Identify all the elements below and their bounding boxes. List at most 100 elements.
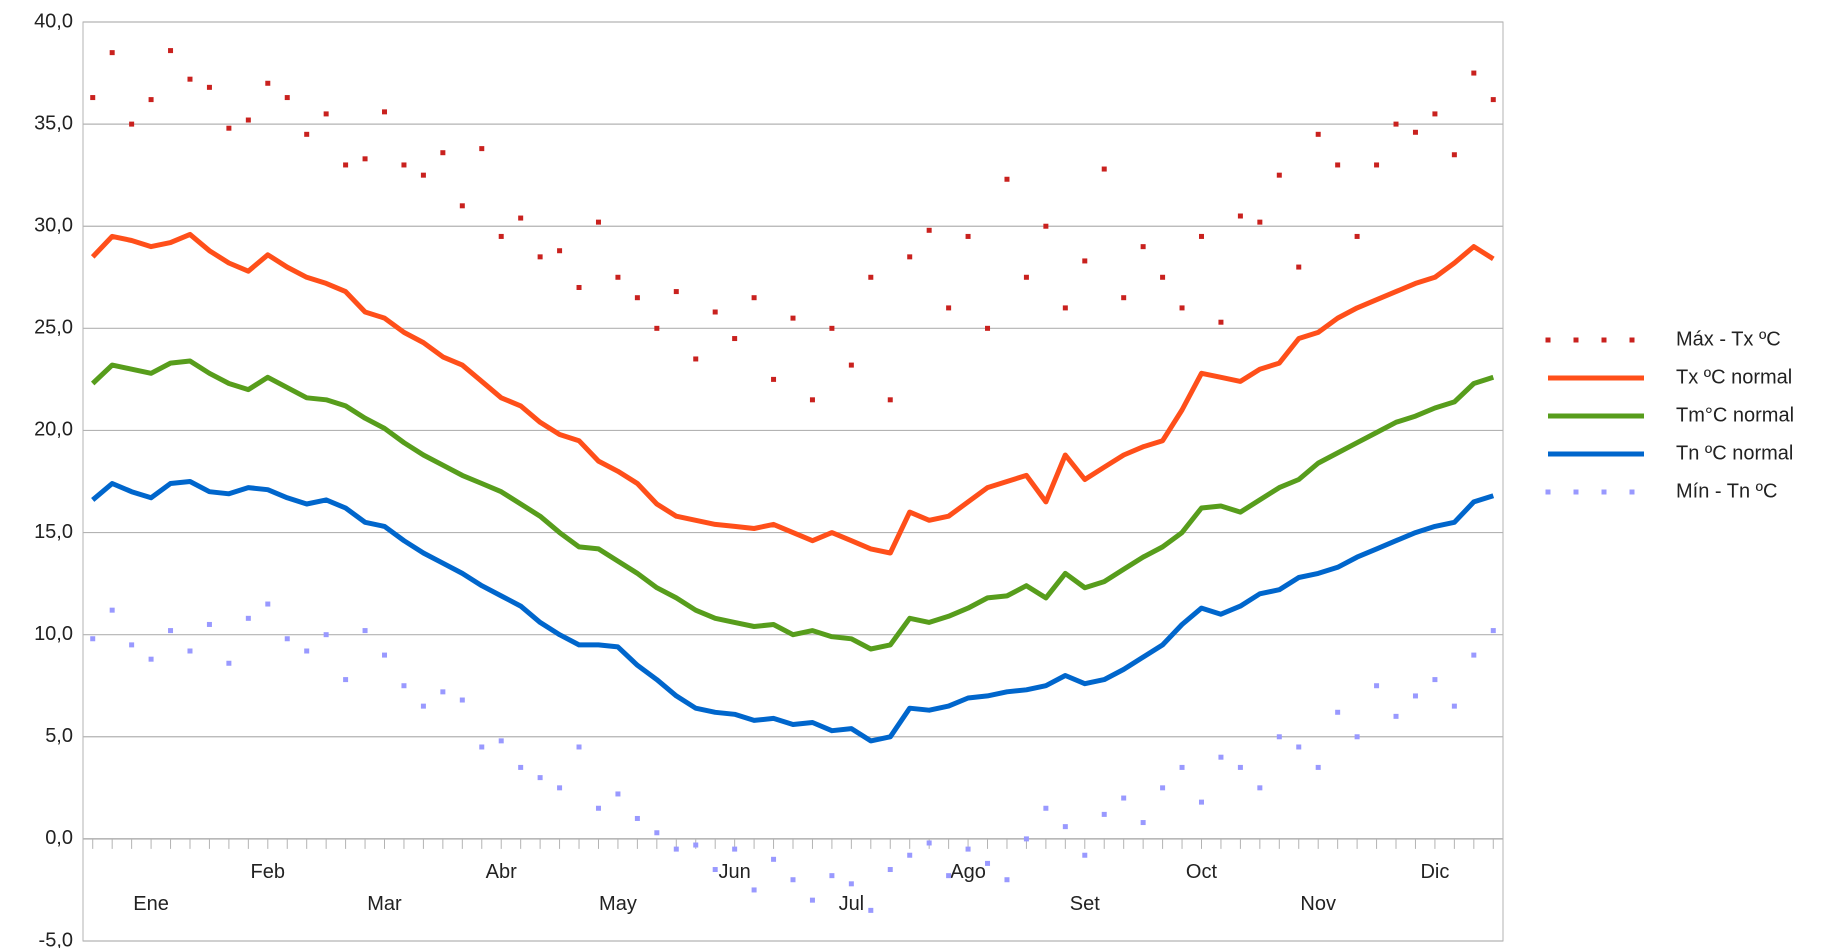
data-point — [712, 309, 718, 315]
data-point — [1393, 121, 1399, 127]
data-point — [595, 805, 601, 811]
data-point — [848, 362, 854, 368]
marks — [90, 48, 1496, 913]
data-point — [537, 254, 543, 260]
data-point — [129, 121, 135, 127]
data-point — [1412, 129, 1418, 135]
data-point — [1374, 683, 1380, 689]
data-point — [693, 356, 699, 362]
data-point — [1354, 734, 1360, 740]
data-point — [518, 764, 524, 770]
data-point — [868, 274, 874, 280]
legend-swatch — [1573, 489, 1579, 495]
data-point — [809, 897, 815, 903]
x-tick-label: May — [599, 893, 637, 915]
data-point — [965, 846, 971, 852]
series-line — [90, 358, 1495, 652]
data-point — [1432, 111, 1438, 117]
grid: -5,0 0,0 5,0 10,0 15,0 20,0 25,0 30,0 35,0 40,0 En… — [34, 10, 1504, 948]
data-point — [634, 815, 640, 821]
data-point — [1335, 709, 1341, 715]
data-point — [401, 162, 407, 168]
data-point — [712, 867, 718, 873]
data-point — [168, 48, 174, 54]
data-point — [1179, 764, 1185, 770]
data-point — [751, 887, 757, 893]
data-point — [595, 219, 601, 225]
data-point — [1043, 805, 1049, 811]
data-point — [732, 846, 738, 852]
data-point — [1296, 264, 1302, 270]
data-point — [673, 289, 679, 295]
data-point — [1432, 677, 1438, 683]
data-point — [323, 632, 329, 638]
data-point — [245, 117, 251, 123]
data-point — [751, 295, 757, 301]
y-tick-label: 0,0 — [45, 827, 73, 849]
data-point — [265, 601, 271, 607]
y-tick-label: 35,0 — [34, 112, 73, 134]
legend-swatch — [1629, 337, 1635, 343]
data-point — [985, 860, 991, 866]
data-point — [1315, 764, 1321, 770]
legend-swatch — [1601, 337, 1607, 343]
data-point — [557, 785, 563, 791]
data-point — [479, 744, 485, 750]
legend-swatch — [1545, 337, 1551, 343]
data-point — [1451, 703, 1457, 709]
data-point — [1490, 97, 1496, 103]
data-point — [1160, 785, 1166, 791]
data-point — [343, 677, 349, 683]
data-point — [284, 636, 290, 642]
data-point — [148, 97, 154, 103]
data-point — [673, 846, 679, 852]
data-point — [926, 840, 932, 846]
data-point — [654, 830, 660, 836]
data-point — [1179, 305, 1185, 311]
data-point — [382, 652, 388, 658]
data-point — [1451, 152, 1457, 158]
data-point — [440, 689, 446, 695]
x-tick-label: Abr — [486, 861, 517, 883]
data-point — [1471, 652, 1477, 658]
data-point — [401, 683, 407, 689]
data-point — [1140, 820, 1146, 826]
data-point — [109, 50, 115, 56]
data-point — [1062, 305, 1068, 311]
data-point — [323, 111, 329, 117]
data-point — [654, 325, 660, 331]
y-tick-label: 20,0 — [34, 419, 73, 441]
data-point — [1237, 764, 1243, 770]
data-point — [90, 95, 96, 101]
data-point — [537, 775, 543, 781]
data-point — [1101, 811, 1107, 817]
x-tick-label: Oct — [1186, 861, 1218, 883]
legend-swatch — [1573, 337, 1579, 343]
data-point — [420, 172, 426, 178]
data-point — [829, 325, 835, 331]
x-tick-label: Mar — [367, 893, 402, 915]
data-point — [1004, 176, 1010, 182]
data-point — [887, 867, 893, 873]
data-point — [1374, 162, 1380, 168]
data-point — [498, 738, 504, 744]
data-point — [1237, 213, 1243, 219]
data-point — [304, 131, 310, 137]
legend-label: Tx ºC normal — [1676, 366, 1792, 388]
data-point — [771, 376, 777, 382]
data-point — [187, 648, 193, 654]
data-point — [1296, 744, 1302, 750]
data-point — [1471, 70, 1477, 76]
data-point — [887, 397, 893, 403]
data-point — [946, 873, 952, 879]
series-line — [91, 479, 1495, 744]
data-point — [1023, 274, 1029, 280]
y-tick-label: 25,0 — [34, 317, 73, 339]
x-tick-label: Ene — [133, 893, 169, 915]
data-point — [946, 305, 952, 311]
data-point — [985, 325, 991, 331]
data-point — [459, 697, 465, 703]
data-point — [790, 315, 796, 321]
data-point — [1023, 836, 1029, 842]
